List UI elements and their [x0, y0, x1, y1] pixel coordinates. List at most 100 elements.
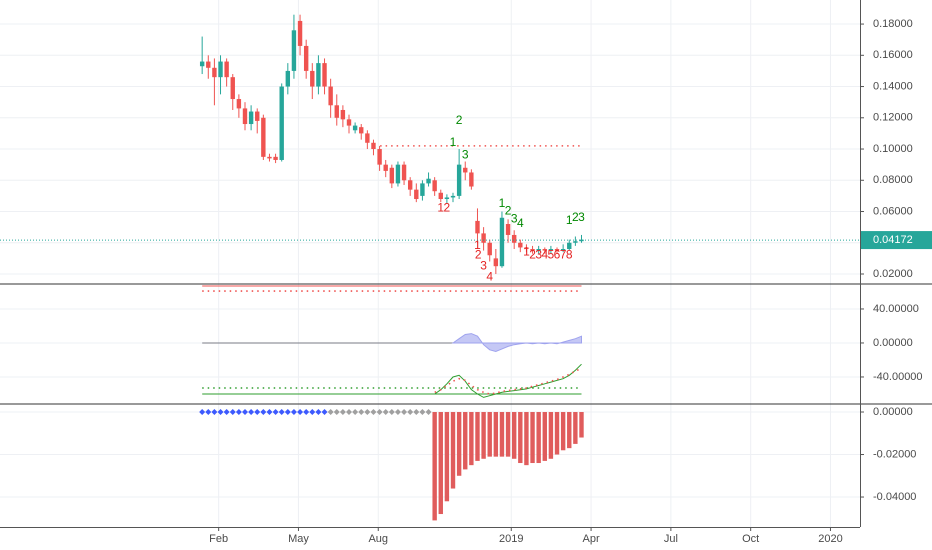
- axis-layer: 0.020000.040000.060000.080000.100000.120…: [209, 18, 932, 545]
- oscillator-line: [434, 363, 582, 398]
- histogram-bar: [511, 412, 517, 459]
- y-tick-label: 0.10000: [873, 143, 913, 155]
- last-price-box: [861, 231, 932, 250]
- histogram-bar: [548, 412, 554, 459]
- histogram-bar: [444, 412, 450, 502]
- signal-dot: [370, 409, 377, 416]
- histogram-bar: [499, 412, 505, 457]
- histogram-bar: [530, 412, 535, 464]
- candle-body: [218, 61, 223, 78]
- td-count-label: 2: [529, 247, 536, 261]
- signal-dot: [333, 409, 340, 416]
- signal-dot: [303, 409, 310, 416]
- candle-body: [279, 86, 284, 160]
- candle-body: [224, 61, 229, 78]
- signal-dot: [358, 409, 365, 416]
- signal-dot: [315, 409, 322, 416]
- signal-dot: [284, 409, 291, 416]
- candle-body: [230, 77, 235, 100]
- signal-dot: [425, 409, 432, 416]
- candle-body: [322, 63, 327, 87]
- candle-body: [389, 167, 395, 184]
- td-count-label: 3: [578, 210, 585, 224]
- histogram-bar: [518, 412, 523, 464]
- candle-body: [316, 63, 321, 87]
- signal-dot: [401, 409, 408, 416]
- last-price-label: 0.04172: [873, 234, 913, 246]
- candle-body: [334, 105, 339, 118]
- signal-dot: [376, 409, 383, 416]
- candle-body: [255, 111, 260, 121]
- histogram-bar: [505, 412, 511, 457]
- histogram-bar: [536, 412, 541, 464]
- histogram-bar: [567, 412, 572, 449]
- signal-dot: [211, 409, 218, 416]
- signal-dot: [278, 409, 285, 416]
- histogram-bar: [542, 412, 547, 461]
- td-count-label: 2: [505, 204, 512, 218]
- signal-dot: [223, 409, 230, 416]
- y-tick-label: 0.00000: [873, 406, 913, 418]
- y-tick-label: 0.08000: [873, 174, 913, 186]
- candle-body: [487, 242, 492, 256]
- candle-body: [352, 125, 358, 131]
- td-count-label: 1: [566, 213, 573, 227]
- candle-body: [395, 164, 401, 184]
- histogram-bar: [560, 412, 566, 451]
- candle-body: [518, 242, 523, 248]
- signal-dot: [254, 409, 261, 416]
- histogram-bar: [432, 412, 437, 521]
- signal-dot: [327, 409, 334, 416]
- candle-body: [291, 30, 297, 71]
- td-count-label: 3: [535, 247, 542, 261]
- td-count-label: 1: [474, 238, 481, 252]
- y-tick-label: 0.16000: [873, 49, 913, 61]
- candle-body: [548, 249, 554, 251]
- td-count-label: 2: [475, 247, 482, 261]
- td-count-label: 4: [486, 269, 493, 283]
- x-tick-label: Feb: [209, 533, 228, 545]
- candle-body: [536, 249, 541, 251]
- candle-body: [511, 234, 517, 243]
- candle-body: [365, 133, 370, 143]
- candle-body: [432, 180, 437, 192]
- histogram-bar: [487, 412, 492, 457]
- td-count-label: 1: [499, 196, 506, 210]
- signal-dot: [321, 409, 328, 416]
- candle-body: [499, 217, 505, 267]
- candle-body: [573, 241, 578, 243]
- candle-body: [444, 197, 450, 200]
- histogram-bar: [438, 412, 443, 515]
- x-tick-label: 2019: [499, 533, 523, 545]
- signal-dot: [260, 409, 267, 416]
- td-count-label: 7: [560, 247, 567, 261]
- y-tick-label: -40.00000: [873, 371, 923, 383]
- candle-body: [456, 164, 462, 196]
- y-tick-label: 0.12000: [873, 112, 913, 124]
- candle-body: [530, 249, 535, 251]
- signal-dot: [290, 409, 297, 416]
- histogram-bar: [481, 412, 486, 459]
- histogram-bar: [573, 412, 578, 444]
- histogram-bar: [524, 412, 529, 466]
- signal-dot: [248, 409, 255, 416]
- y-tick-label: 0.02000: [873, 268, 913, 280]
- td-count-label: 3: [480, 258, 487, 272]
- candle-body: [450, 195, 456, 198]
- td-count-label: 2: [444, 201, 451, 215]
- signal-dot: [407, 409, 414, 416]
- signal-dot: [394, 409, 401, 416]
- signal-dot: [419, 409, 426, 416]
- candle-body: [420, 183, 425, 196]
- candle-body: [469, 172, 474, 187]
- candle-body: [505, 224, 511, 235]
- td-count-label: 1: [523, 244, 530, 258]
- signal-dot: [205, 409, 212, 416]
- candle-body: [481, 233, 486, 243]
- candle-body: [463, 167, 468, 173]
- y-tick-label: 0.14000: [873, 80, 913, 92]
- td-count-label: 3: [462, 147, 469, 161]
- signal-dot: [235, 409, 242, 416]
- oscillator-line: [434, 367, 582, 395]
- candle-body: [371, 142, 376, 150]
